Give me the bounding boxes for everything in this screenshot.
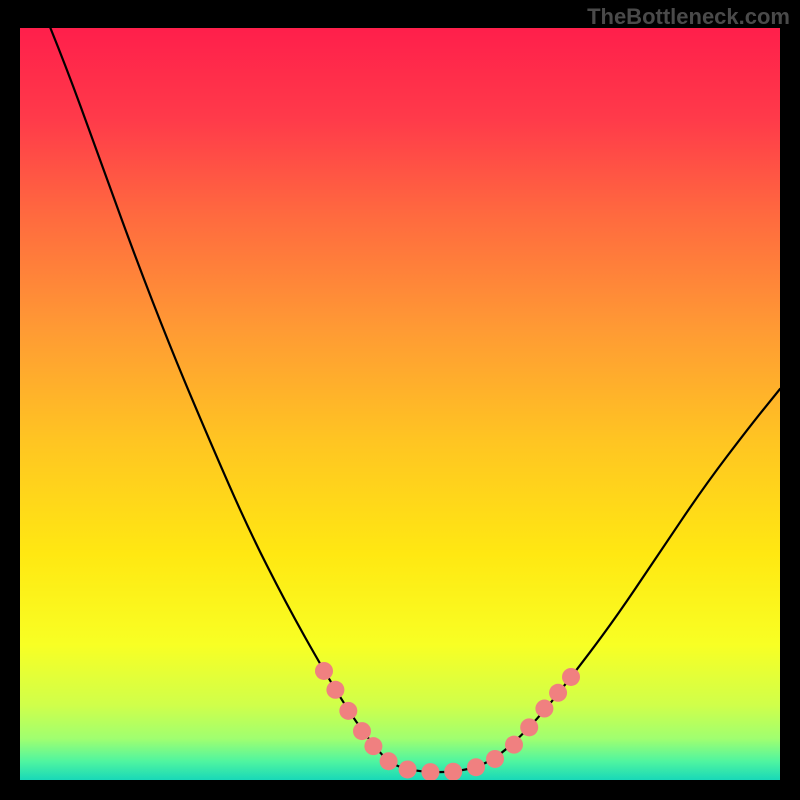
data-marker — [315, 662, 333, 680]
chart-outer: TheBottleneck.com — [0, 0, 800, 800]
data-marker — [467, 758, 485, 776]
watermark-text: TheBottleneck.com — [587, 4, 790, 30]
data-marker — [444, 763, 462, 780]
data-marker — [535, 700, 553, 718]
data-marker — [549, 684, 567, 702]
data-marker — [326, 681, 344, 699]
data-marker — [486, 750, 504, 768]
data-marker — [364, 737, 382, 755]
data-marker — [399, 760, 417, 778]
chart-svg — [20, 28, 780, 780]
gradient-background — [20, 28, 780, 780]
data-marker — [353, 722, 371, 740]
data-marker — [520, 718, 538, 736]
data-marker — [339, 702, 357, 720]
data-marker — [380, 752, 398, 770]
data-marker — [505, 736, 523, 754]
data-marker — [562, 668, 580, 686]
plot-area — [20, 28, 780, 780]
